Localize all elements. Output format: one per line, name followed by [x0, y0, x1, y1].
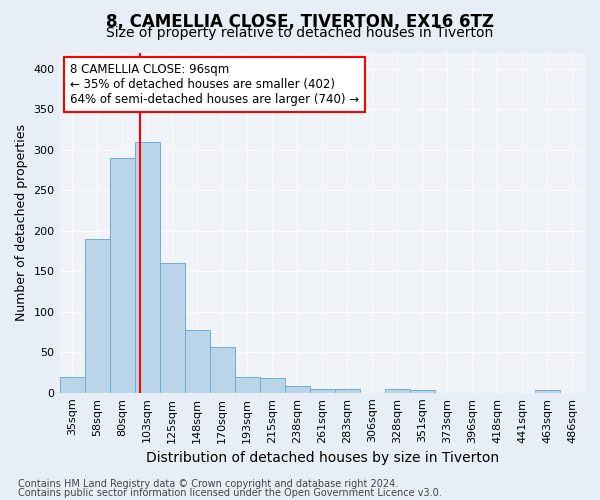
Bar: [134, 142, 160, 393]
Bar: [185, 330, 209, 393]
Text: Contains HM Land Registry data © Crown copyright and database right 2024.: Contains HM Land Registry data © Crown c…: [18, 479, 398, 489]
Bar: [209, 346, 235, 393]
Bar: [385, 389, 410, 393]
Bar: [310, 389, 335, 393]
Bar: [535, 390, 560, 393]
Text: Size of property relative to detached houses in Tiverton: Size of property relative to detached ho…: [106, 26, 494, 40]
Text: 8, CAMELLIA CLOSE, TIVERTON, EX16 6TZ: 8, CAMELLIA CLOSE, TIVERTON, EX16 6TZ: [106, 12, 494, 30]
Bar: [260, 378, 285, 393]
Bar: [59, 376, 85, 393]
Bar: [85, 239, 110, 393]
Y-axis label: Number of detached properties: Number of detached properties: [15, 124, 28, 321]
Bar: [235, 376, 260, 393]
Text: Contains public sector information licensed under the Open Government Licence v3: Contains public sector information licen…: [18, 488, 442, 498]
X-axis label: Distribution of detached houses by size in Tiverton: Distribution of detached houses by size …: [146, 451, 499, 465]
Bar: [410, 390, 435, 393]
Bar: [335, 389, 360, 393]
Bar: [285, 386, 310, 393]
Text: 8 CAMELLIA CLOSE: 96sqm
← 35% of detached houses are smaller (402)
64% of semi-d: 8 CAMELLIA CLOSE: 96sqm ← 35% of detache…: [70, 62, 359, 106]
Bar: [160, 263, 185, 393]
Bar: [110, 158, 134, 393]
